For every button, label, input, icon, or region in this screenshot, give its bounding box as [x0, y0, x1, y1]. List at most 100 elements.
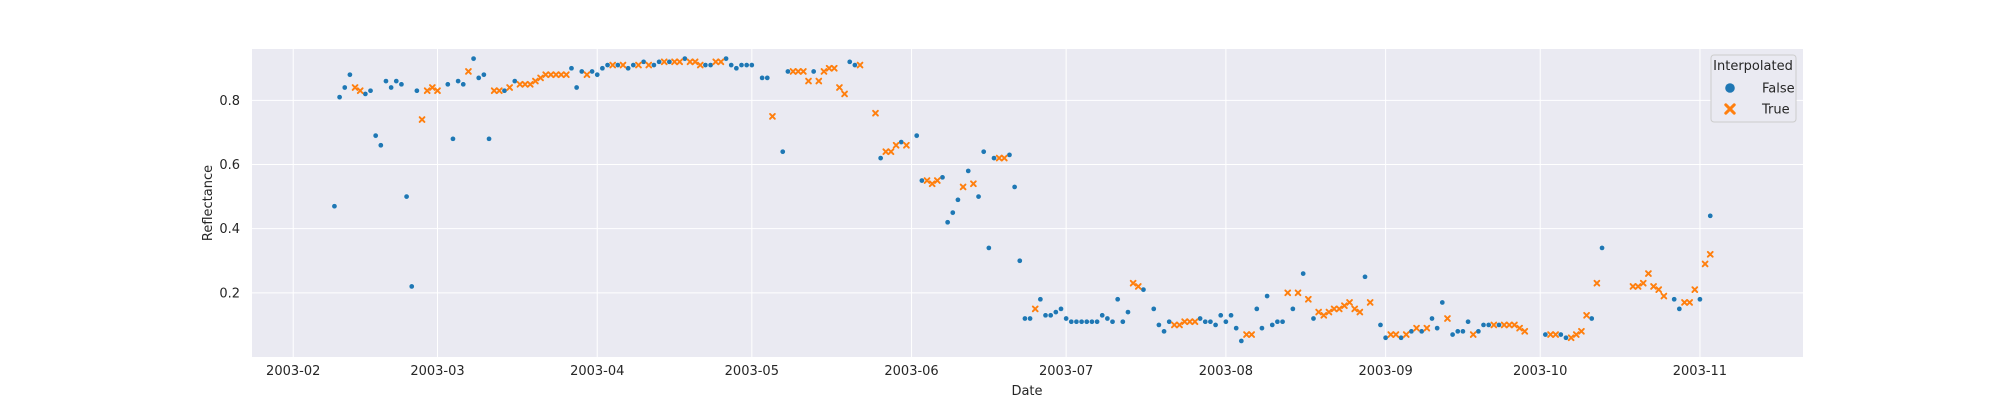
interpolated-x-point	[1516, 324, 1523, 332]
observed-dot-point	[759, 75, 765, 81]
observed-dot-point	[470, 55, 477, 62]
interpolated-x-point	[1366, 299, 1374, 306]
observed-dot-point	[1161, 328, 1167, 335]
observed-dot-point	[594, 71, 601, 78]
observed-dot-point	[511, 78, 518, 84]
interpolated-x-point	[1176, 321, 1183, 329]
interpolated-x-point	[1511, 321, 1518, 329]
observed-dot-point	[481, 71, 487, 78]
interpolated-x-point	[933, 177, 941, 184]
interpolated-x-point	[872, 109, 879, 117]
plot-background	[252, 49, 1803, 357]
interpolated-x-point	[1346, 299, 1353, 306]
observed-dot-point	[1223, 318, 1229, 325]
observed-dot-point	[398, 81, 405, 88]
interpolated-x-point	[815, 77, 823, 85]
observed-dot-point	[1362, 273, 1368, 280]
observed-dot-point	[445, 81, 451, 88]
interpolated-x-point	[887, 148, 895, 156]
observed-dot-point	[1228, 312, 1234, 319]
interpolated-x-point	[1490, 321, 1498, 329]
interpolated-x-point	[800, 68, 807, 75]
interpolated-x-point	[1191, 318, 1199, 326]
observed-dot-point	[1156, 322, 1162, 328]
interpolated-x-point	[1325, 308, 1333, 316]
observed-dot-point	[455, 78, 461, 84]
observed-dot-point	[738, 62, 745, 68]
interpolated-x-point	[1171, 321, 1178, 329]
interpolated-x-point	[676, 58, 684, 66]
interpolated-x-point	[1547, 331, 1554, 338]
interpolated-x-point	[1469, 331, 1477, 338]
observed-dot-point	[1078, 318, 1085, 325]
x-axis-label: Date	[1011, 384, 1042, 399]
x-tick-label: 2003-04	[570, 364, 624, 379]
interpolated-x-point	[1423, 324, 1431, 332]
series-true	[351, 58, 1714, 342]
observed-dot-point	[702, 62, 709, 68]
interpolated-x-point	[418, 116, 426, 123]
y-tick-labels: 0.2 0.4 0.6 0.8	[219, 94, 240, 302]
legend-title: Interpolated	[1713, 59, 1793, 74]
interpolated-x-point	[1681, 299, 1688, 306]
observed-dot-point	[1120, 318, 1126, 325]
interpolated-x-point	[490, 87, 498, 95]
observed-dot-point	[1310, 315, 1317, 322]
interpolated-x-point	[717, 58, 725, 66]
observed-dot-point	[1114, 296, 1121, 303]
observed-dot-point	[1027, 315, 1033, 322]
observed-dot-point	[362, 91, 369, 97]
interpolated-x-point	[923, 177, 931, 184]
interpolated-x-point	[526, 80, 534, 88]
observed-dot-point	[991, 155, 997, 161]
observed-dot-point	[1480, 322, 1487, 328]
observed-dot-point	[640, 59, 647, 65]
y-tick-label: 0.4	[219, 222, 240, 237]
observed-dot-point	[573, 84, 580, 91]
observed-dot-point	[1279, 318, 1286, 325]
interpolated-x-point	[1315, 308, 1322, 316]
observed-dot-point	[1022, 315, 1028, 322]
interpolated-x-point	[1304, 295, 1312, 303]
observed-dot-point	[852, 62, 858, 68]
observed-dot-point	[1068, 318, 1075, 325]
observed-dot-point	[1377, 322, 1384, 328]
observed-dot-point	[949, 209, 956, 216]
x-tick-label: 2003-10	[1513, 364, 1567, 379]
interpolated-x-point	[1186, 318, 1194, 326]
observed-dot-point	[733, 65, 740, 72]
observed-dot-point	[1408, 328, 1415, 335]
interpolated-x-point	[635, 61, 642, 69]
observed-dot-point	[460, 81, 467, 88]
x-tick-label: 2003-09	[1358, 364, 1412, 379]
observed-dot-point	[846, 59, 853, 65]
interpolated-x-point	[1505, 321, 1513, 329]
interpolated-x-point	[1655, 286, 1663, 293]
interpolated-x-point	[769, 113, 776, 120]
interpolated-x-point	[1351, 305, 1359, 313]
observed-dot-point	[1599, 245, 1605, 251]
observed-dot-point	[1697, 296, 1703, 303]
observed-dot-point	[625, 65, 631, 72]
observed-dot-point	[1300, 270, 1306, 277]
observed-dot-point	[1166, 318, 1173, 325]
interpolated-x-point	[1691, 286, 1699, 293]
interpolated-x-point	[506, 84, 513, 91]
interpolated-x-point	[789, 68, 797, 75]
interpolated-x-point	[882, 148, 890, 156]
interpolated-x-point	[465, 68, 472, 75]
interpolated-x-point	[820, 68, 828, 75]
observed-dot-point	[341, 84, 348, 91]
observed-dot-point	[975, 193, 982, 200]
observed-dot-point	[589, 68, 595, 75]
observed-dot-point	[347, 71, 353, 78]
observed-dot-point	[388, 84, 394, 91]
observed-dot-point	[743, 62, 750, 68]
observed-dot-point	[1053, 309, 1059, 315]
observed-dot-point	[682, 55, 688, 62]
interpolated-x-point	[892, 141, 900, 149]
observed-dot-point	[1264, 293, 1270, 299]
observed-dot-point	[1671, 296, 1677, 303]
observed-dot-point	[707, 62, 714, 68]
observed-dot-point	[1109, 318, 1116, 325]
